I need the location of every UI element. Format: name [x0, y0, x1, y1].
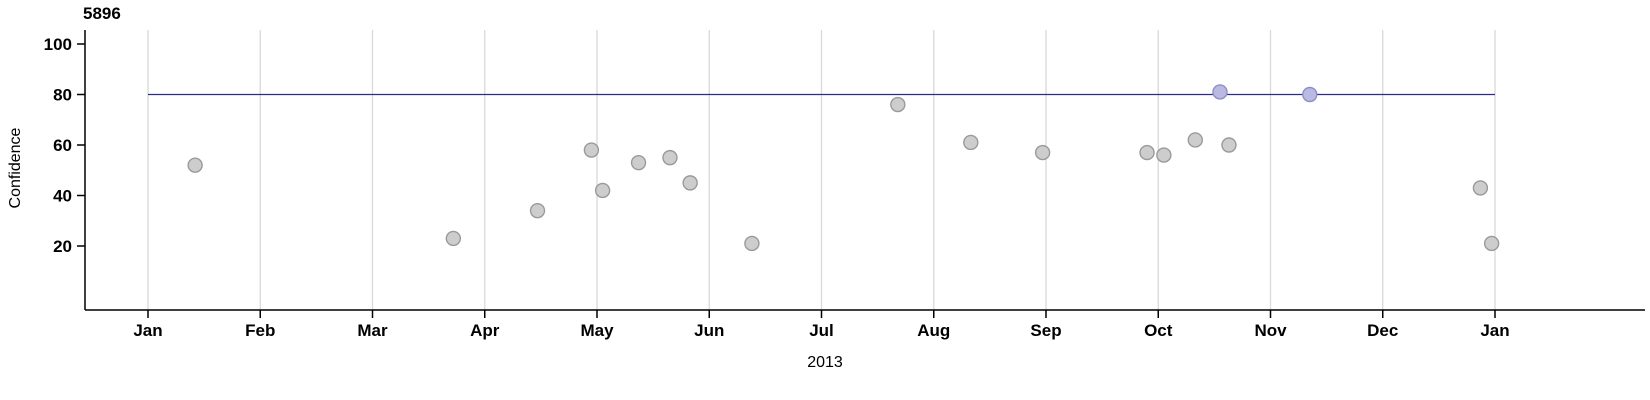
data-point: [890, 96, 906, 113]
data-point: [1034, 144, 1051, 161]
data-point: [1472, 180, 1489, 196]
x-tick-label: Jun: [694, 321, 724, 340]
y-tick-label: 20: [53, 237, 72, 256]
data-point: [682, 175, 698, 191]
x-tick-label: Feb: [245, 321, 275, 340]
x-tick-label: Aug: [917, 321, 950, 340]
x-tick-label: Nov: [1254, 321, 1287, 340]
data-point: [963, 134, 979, 151]
data-point: [1156, 147, 1172, 163]
x-tick-label: Jan: [1480, 321, 1509, 340]
data-point: [1187, 132, 1203, 148]
y-tick-label: 60: [53, 136, 72, 155]
x-tick-label: Apr: [470, 321, 500, 340]
x-tick-label: Sep: [1030, 321, 1061, 340]
data-point: [1139, 144, 1155, 161]
data-point: [445, 230, 462, 247]
data-point-highlight: [1212, 84, 1228, 100]
x-tick-label: Mar: [357, 321, 388, 340]
chart-title: 5896: [83, 4, 121, 23]
data-point: [1483, 235, 1500, 252]
data-point: [1221, 137, 1237, 153]
y-tick-label: 40: [53, 187, 72, 206]
data-point: [529, 202, 546, 219]
y-tick-label: 100: [44, 35, 72, 54]
x-tick-label: Jan: [133, 321, 162, 340]
data-point: [662, 149, 678, 166]
x-tick-label: Jul: [809, 321, 834, 340]
y-tick-label: 80: [53, 86, 72, 105]
x-axis-title: 2013: [807, 354, 843, 371]
x-tick-label: May: [580, 321, 614, 340]
data-point: [630, 154, 647, 171]
data-point: [187, 157, 203, 173]
data-point: [744, 235, 760, 252]
y-axis-title: Confidence: [7, 127, 24, 209]
data-point-highlight: [1302, 86, 1318, 103]
x-tick-label: Dec: [1367, 321, 1398, 340]
x-tick-label: Oct: [1144, 321, 1173, 340]
data-point: [583, 142, 600, 158]
data-point: [594, 182, 611, 199]
